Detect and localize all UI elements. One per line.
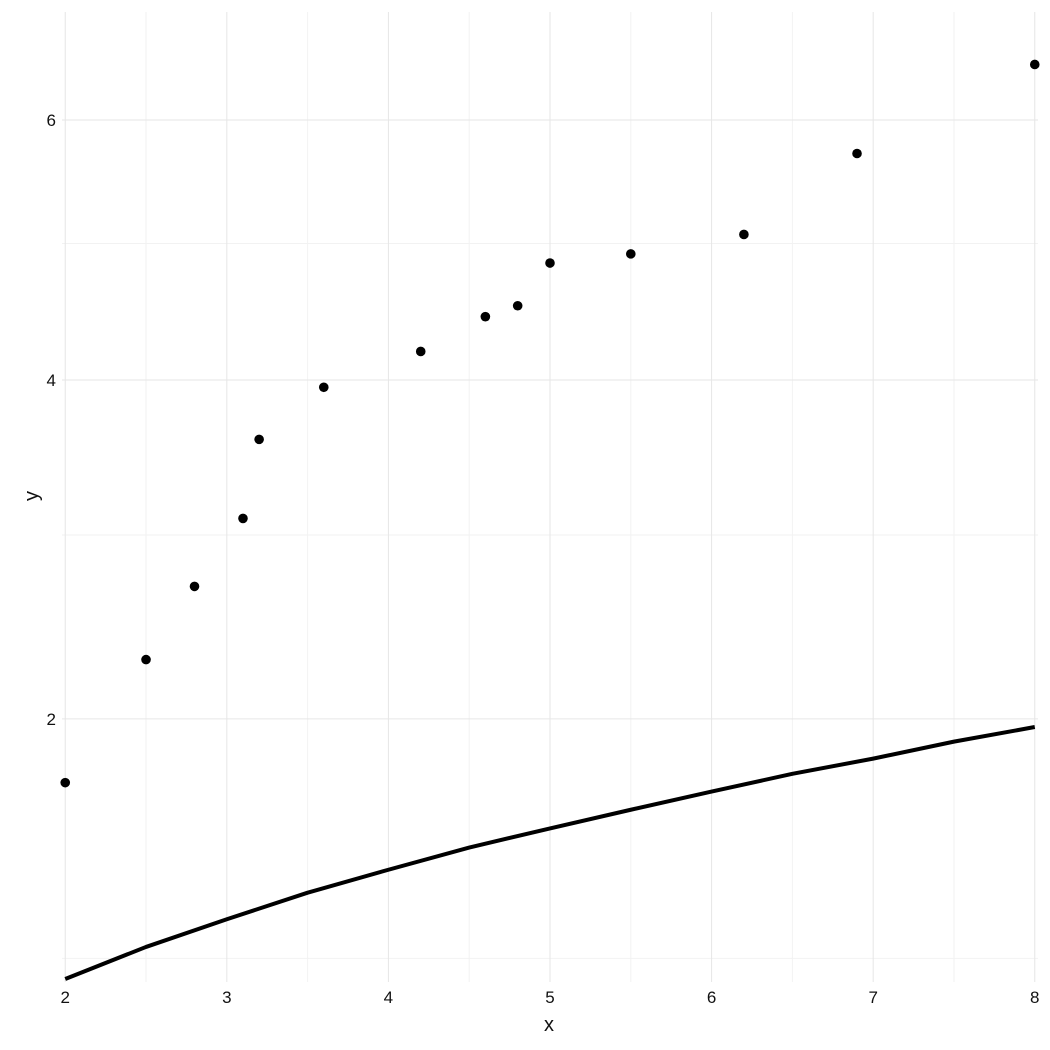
data-point (60, 777, 71, 788)
x-tick-label: 3 (222, 988, 231, 1007)
x-tick-label: 8 (1030, 988, 1039, 1007)
x-tick-label: 6 (707, 988, 716, 1007)
data-point (512, 300, 523, 311)
x-tick-label: 4 (384, 988, 393, 1007)
data-point (189, 581, 200, 592)
data-point (625, 249, 636, 259)
x-axis-tick-labels: 2 3 4 5 6 7 8 (60, 988, 1039, 1007)
data-point (318, 382, 329, 393)
x-axis-title: x (544, 1014, 554, 1036)
y-tick-label: 2 (47, 710, 56, 729)
x-tick-label: 7 (868, 988, 877, 1007)
y-tick-label: 6 (47, 111, 56, 130)
data-point (545, 258, 555, 268)
data-point (238, 513, 248, 524)
data-point (415, 346, 426, 357)
y-axis-tick-labels: 2 4 6 (47, 111, 56, 729)
data-point (852, 148, 862, 159)
fitted-curve-line (64, 725, 1036, 981)
major-gridlines (62, 12, 1038, 982)
data-point (480, 311, 491, 322)
y-tick-label: 4 (47, 371, 56, 390)
data-point (141, 654, 151, 665)
plot-series (60, 59, 1040, 981)
data-point (254, 434, 264, 445)
data-point (1029, 59, 1040, 70)
data-point (739, 229, 749, 240)
x-tick-label: 2 (60, 988, 69, 1007)
y-axis-title: y (21, 491, 43, 501)
x-tick-label: 5 (545, 988, 554, 1007)
